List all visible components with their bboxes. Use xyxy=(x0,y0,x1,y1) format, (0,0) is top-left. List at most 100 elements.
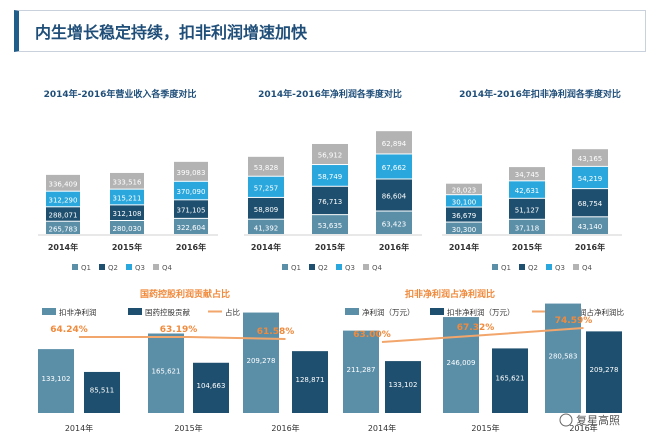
bar-q4 xyxy=(46,174,80,191)
bar-q1 xyxy=(174,218,208,234)
legend-label: 占比 xyxy=(225,307,240,317)
legend-label: Q2 xyxy=(318,264,328,272)
x-tick-label: 2015年 xyxy=(112,242,142,252)
x-tick-label: 2014年 xyxy=(449,242,479,252)
data-label: 58,809 xyxy=(254,206,279,214)
data-label: 165,621 xyxy=(152,367,181,375)
legend-label: Q4 xyxy=(162,264,173,272)
bar-q4 xyxy=(509,167,545,181)
ratio-label: 67.32% xyxy=(457,323,495,333)
legend-label: Q2 xyxy=(108,264,118,272)
bar-q2 xyxy=(110,205,144,220)
data-label: 133,102 xyxy=(42,375,71,383)
bar-q1 xyxy=(376,211,412,234)
bar-series-a xyxy=(343,330,379,413)
legend-swatch xyxy=(573,264,579,270)
bar-q1 xyxy=(509,219,545,234)
ratio-line xyxy=(381,327,584,343)
bar-series-a xyxy=(148,333,184,413)
bar-q1 xyxy=(572,217,608,234)
bar-series-b xyxy=(492,348,528,413)
bar-series-b xyxy=(385,361,421,413)
bar-q4 xyxy=(572,149,608,166)
bar-q1 xyxy=(110,220,144,234)
bar-q4 xyxy=(446,183,482,195)
bar-q3 xyxy=(376,154,412,179)
data-label: 280,583 xyxy=(549,352,578,360)
legend-label: 扣非净利润占净利润比 xyxy=(549,307,624,317)
x-tick-label: 2016年 xyxy=(176,242,206,252)
ratio-line xyxy=(79,336,286,340)
x-tick-label: 2016年 xyxy=(575,242,605,252)
data-label: 58,749 xyxy=(318,173,343,181)
data-label: 246,009 xyxy=(447,359,476,367)
legend-swatch xyxy=(42,308,56,315)
legend-label: Q3 xyxy=(555,264,565,272)
x-tick-label: 2015年 xyxy=(174,423,202,433)
bar-q4 xyxy=(110,172,144,189)
data-label: 133,102 xyxy=(389,381,418,389)
bar-series-a xyxy=(545,303,581,413)
legend-swatch xyxy=(128,308,142,315)
data-label: 68,754 xyxy=(578,200,603,208)
data-label: 209,278 xyxy=(247,357,276,365)
bar-q1 xyxy=(446,222,482,234)
bar-q1 xyxy=(248,219,284,234)
chart-title: 2014年-2016年扣非净利润各季度对比 xyxy=(459,88,621,100)
data-label: 36,679 xyxy=(452,212,477,220)
bar-q3 xyxy=(312,165,348,186)
bar-series-b xyxy=(586,331,622,413)
data-label: 41,392 xyxy=(254,224,279,232)
legend-swatch xyxy=(282,264,288,270)
legend-swatch xyxy=(519,264,525,270)
bar-series-b xyxy=(193,362,229,413)
bar-q2 xyxy=(446,207,482,222)
legend-swatch xyxy=(336,264,342,270)
bar-series-b xyxy=(84,371,120,413)
chart-title: 2014年-2016年营业收入各季度对比 xyxy=(44,88,197,100)
bar-q4 xyxy=(312,143,348,165)
x-tick-label: 2015年 xyxy=(471,423,499,433)
bar-q3 xyxy=(248,176,284,197)
legend-label: Q1 xyxy=(501,264,511,272)
page-title: 内生增长稳定持续，扣非利润增速加快 xyxy=(35,23,308,42)
chart-title: 国药控股利润贡献占比 xyxy=(140,288,230,300)
ratio-label: 64.24% xyxy=(50,325,88,335)
bar-q1 xyxy=(46,221,80,234)
x-tick-label: 2015年 xyxy=(512,242,542,252)
bar-q3 xyxy=(572,166,608,189)
data-label: 315,211 xyxy=(113,195,142,203)
bar-q3 xyxy=(509,181,545,198)
data-label: 28,023 xyxy=(452,186,477,194)
ratio-label: 61.58% xyxy=(257,327,295,337)
legend-label: Q2 xyxy=(528,264,538,272)
data-label: 43,165 xyxy=(578,155,603,163)
legend-swatch xyxy=(345,308,359,315)
data-label: 104,663 xyxy=(197,382,226,390)
data-label: 399,083 xyxy=(177,169,206,177)
x-tick-label: 2014年 xyxy=(48,242,78,252)
data-label: 288,071 xyxy=(49,212,78,220)
bar-q2 xyxy=(174,200,208,218)
data-label: 53,828 xyxy=(254,164,279,172)
legend-swatch xyxy=(309,264,315,270)
legend-label: Q4 xyxy=(372,264,383,272)
x-tick-label: 2016年 xyxy=(569,423,597,433)
bar-q2 xyxy=(376,179,412,211)
bar-q3 xyxy=(110,189,144,205)
bar-series-a xyxy=(243,312,279,413)
data-label: 312,290 xyxy=(49,197,78,205)
data-label: 322,604 xyxy=(177,224,206,232)
x-tick-label: 2014年 xyxy=(65,423,93,433)
bar-q1 xyxy=(312,215,348,234)
bar-q4 xyxy=(174,161,208,181)
legend-label: 扣非净利润（万元） xyxy=(447,307,515,317)
data-label: 67,662 xyxy=(382,164,407,172)
data-label: 42,631 xyxy=(515,187,540,195)
data-label: 62,894 xyxy=(382,140,407,148)
data-label: 30,100 xyxy=(452,198,477,206)
bar-q4 xyxy=(248,156,284,176)
bar-q3 xyxy=(46,191,80,207)
bar-q2 xyxy=(46,207,80,221)
